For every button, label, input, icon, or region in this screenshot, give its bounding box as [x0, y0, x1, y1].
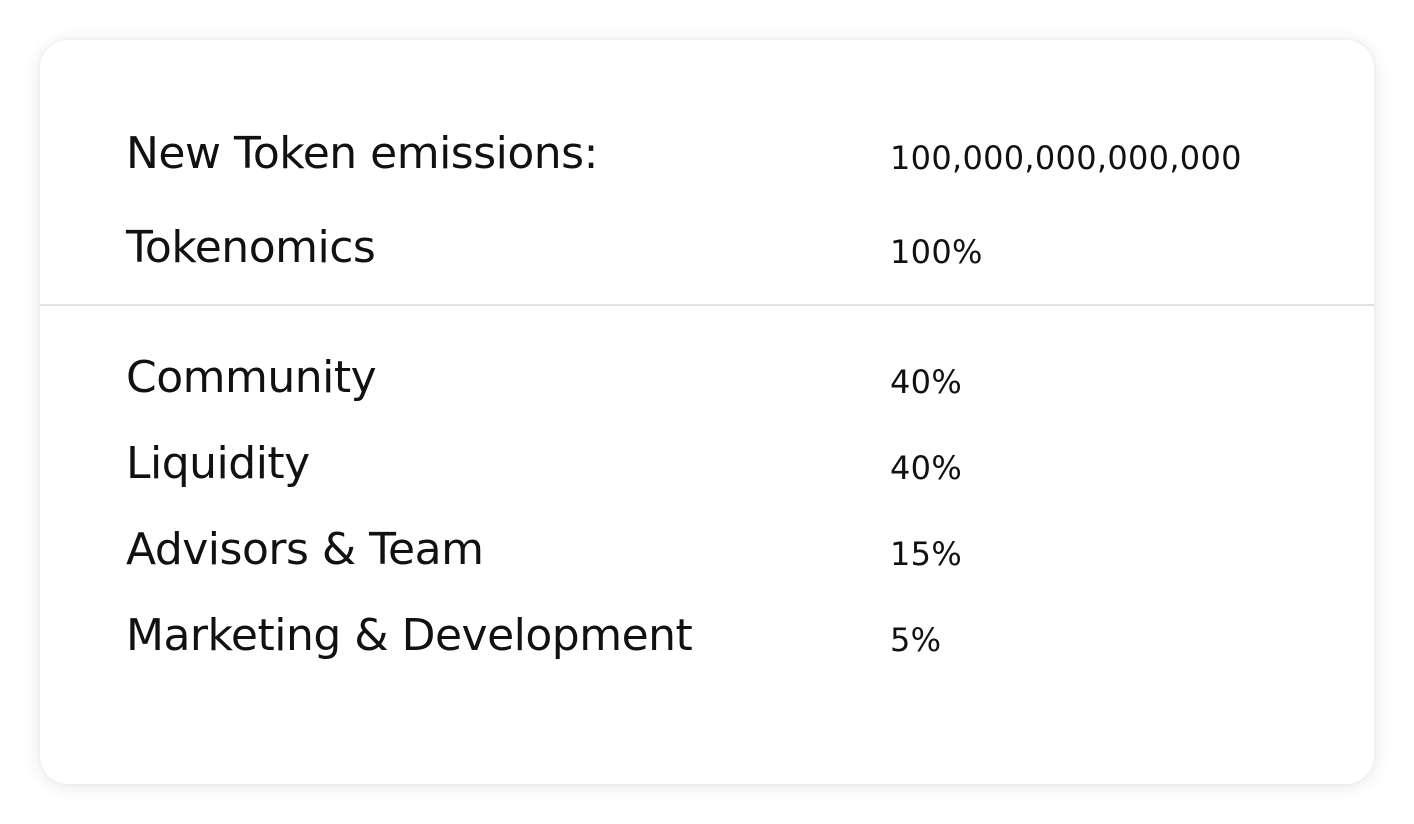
- emissions-value: 100,000,000,000,000: [890, 139, 1242, 177]
- emissions-row: New Token emissions: 100,000,000,000,000: [40, 124, 1374, 184]
- allocation-row-marketing-development: Marketing & Development 5%: [40, 606, 1374, 666]
- allocation-value: 5%: [890, 621, 942, 659]
- allocation-value: 40%: [890, 449, 963, 487]
- allocation-label: Marketing & Development: [126, 610, 693, 661]
- tokenomics-value: 100%: [890, 233, 983, 271]
- allocation-value: 15%: [890, 535, 963, 573]
- tokenomics-card: New Token emissions: 100,000,000,000,000…: [40, 40, 1374, 784]
- allocation-row-community: Community 40%: [40, 348, 1374, 408]
- allocation-label: Liquidity: [126, 438, 310, 489]
- emissions-label: New Token emissions:: [126, 128, 598, 179]
- allocation-label: Community: [126, 352, 377, 403]
- allocation-label: Advisors & Team: [126, 524, 484, 575]
- tokenomics-label: Tokenomics: [126, 222, 376, 273]
- allocation-row-liquidity: Liquidity 40%: [40, 434, 1374, 494]
- allocation-row-advisors-team: Advisors & Team 15%: [40, 520, 1374, 580]
- allocation-value: 40%: [890, 363, 963, 401]
- tokenomics-row: Tokenomics 100%: [40, 218, 1374, 278]
- section-divider: [40, 304, 1374, 306]
